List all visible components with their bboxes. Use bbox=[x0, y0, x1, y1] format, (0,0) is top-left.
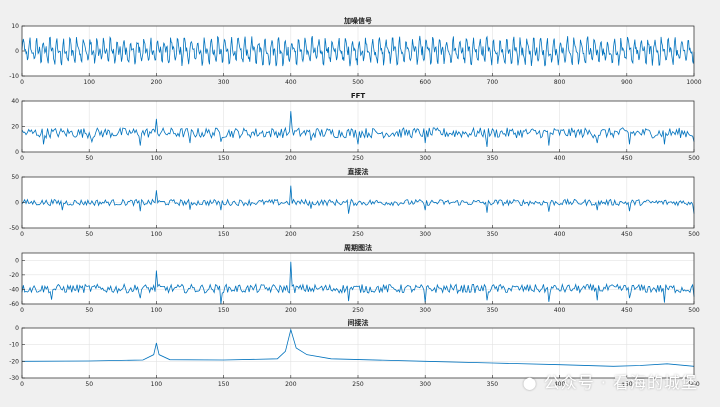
x-tick-label: 400 bbox=[285, 79, 297, 86]
series-line bbox=[21, 185, 695, 214]
x-tick-label: 900 bbox=[621, 79, 633, 86]
x-tick-label: 400 bbox=[554, 381, 566, 388]
x-tick-label: 350 bbox=[487, 307, 499, 314]
x-tick-label: 150 bbox=[218, 307, 230, 314]
subplot-1: 0 100 200 300 400 500 600 700 800 900 1000-10010加噪… bbox=[9, 16, 702, 86]
x-tick-label: 500 bbox=[688, 307, 700, 314]
x-tick-label: 300 bbox=[218, 79, 230, 86]
x-tick-label: 200 bbox=[285, 231, 297, 238]
y-tick-label: -20 bbox=[9, 272, 19, 279]
series-line bbox=[21, 35, 695, 67]
y-tick-label: 0 bbox=[15, 48, 19, 55]
series-line bbox=[21, 328, 695, 367]
y-tick-label: 50 bbox=[11, 174, 19, 181]
subplot-4: 0 50 100 150 200 250 300 350 400 450 500 -60 -40 -20 0… bbox=[9, 243, 700, 314]
x-tick-label: 300 bbox=[419, 155, 431, 162]
series-line bbox=[21, 261, 695, 305]
x-tick-label: 0 bbox=[20, 307, 24, 314]
x-tick-label: 0 bbox=[20, 231, 24, 238]
y-tick-label: 0 bbox=[15, 149, 19, 156]
y-tick-label: 0 bbox=[15, 200, 19, 207]
y-tick-label: -10 bbox=[9, 342, 19, 349]
x-tick-label: 0 bbox=[20, 155, 24, 162]
x-tick-label: 500 bbox=[688, 231, 700, 238]
x-tick-label: 700 bbox=[487, 79, 499, 86]
x-tick-label: 50 bbox=[85, 381, 93, 388]
x-tick-label: 400 bbox=[554, 307, 566, 314]
x-tick-label: 100 bbox=[151, 307, 163, 314]
y-tick-label: -30 bbox=[9, 375, 19, 382]
x-tick-label: 350 bbox=[487, 155, 499, 162]
x-tick-label: 150 bbox=[218, 231, 230, 238]
x-tick-label: 450 bbox=[621, 381, 633, 388]
x-tick-label: 250 bbox=[352, 155, 364, 162]
x-tick-label: 500 bbox=[352, 79, 364, 86]
x-tick-label: 400 bbox=[554, 231, 566, 238]
x-tick-label: 400 bbox=[554, 155, 566, 162]
subplot-title: 加噪信号 bbox=[343, 16, 372, 25]
x-tick-label: 150 bbox=[218, 155, 230, 162]
y-tick-label: -20 bbox=[9, 358, 19, 365]
subplot-5: 0 50 100 150 200 250 300 350 400 450 500 -30 -20 -10 0… bbox=[9, 318, 700, 388]
x-tick-label: 0 bbox=[20, 381, 24, 388]
x-tick-label: 450 bbox=[621, 155, 633, 162]
x-tick-label: 100 bbox=[151, 155, 163, 162]
y-tick-label: -40 bbox=[9, 286, 19, 293]
subplot-2: 0 50 100 150 200 250 300 350 400 450 500 0 20 40 FFT bbox=[11, 92, 700, 162]
x-tick-label: 200 bbox=[285, 155, 297, 162]
y-tick-label: -60 bbox=[9, 301, 19, 308]
x-tick-label: 100 bbox=[83, 79, 95, 86]
y-tick-label: 40 bbox=[11, 98, 19, 105]
y-tick-label: 20 bbox=[11, 124, 19, 131]
x-tick-label: 100 bbox=[151, 381, 163, 388]
x-tick-label: 450 bbox=[621, 307, 633, 314]
subplot-title: FFT bbox=[351, 92, 366, 100]
y-tick-label: -50 bbox=[9, 225, 19, 232]
subplot-title: 直接法 bbox=[348, 167, 369, 176]
x-tick-label: 200 bbox=[285, 381, 297, 388]
series-line bbox=[21, 111, 695, 147]
x-tick-label: 150 bbox=[218, 381, 230, 388]
x-tick-label: 450 bbox=[621, 231, 633, 238]
x-tick-label: 300 bbox=[419, 231, 431, 238]
y-tick-label: 10 bbox=[11, 23, 19, 30]
y-tick-label: 0 bbox=[15, 257, 19, 264]
x-tick-label: 200 bbox=[285, 307, 297, 314]
x-tick-label: 500 bbox=[688, 381, 700, 388]
x-tick-label: 50 bbox=[85, 307, 93, 314]
x-tick-label: 250 bbox=[352, 231, 364, 238]
x-tick-label: 500 bbox=[688, 155, 700, 162]
x-tick-label: 200 bbox=[151, 79, 163, 86]
x-tick-label: 100 bbox=[151, 231, 163, 238]
x-tick-label: 300 bbox=[419, 381, 431, 388]
x-tick-label: 50 bbox=[85, 155, 93, 162]
wechat-icon: ● bbox=[522, 373, 538, 392]
x-tick-label: 800 bbox=[554, 79, 566, 86]
x-tick-label: 350 bbox=[487, 231, 499, 238]
x-tick-label: 350 bbox=[487, 381, 499, 388]
x-tick-label: 1000 bbox=[686, 79, 701, 86]
x-tick-label: 250 bbox=[352, 307, 364, 314]
y-tick-label: 0 bbox=[15, 325, 19, 332]
watermark-text: 公众号 · 看海的城堡 bbox=[543, 373, 698, 392]
x-tick-label: 0 bbox=[20, 79, 24, 86]
x-tick-label: 600 bbox=[419, 79, 431, 86]
subplot-title: 间接法 bbox=[348, 318, 369, 327]
y-tick-label: -10 bbox=[9, 73, 19, 80]
subplot-title: 周期图法 bbox=[344, 243, 372, 252]
watermark: ● 公众号 · 看海的城堡 bbox=[523, 369, 698, 393]
x-tick-label: 300 bbox=[419, 307, 431, 314]
x-tick-label: 50 bbox=[85, 231, 93, 238]
x-tick-label: 250 bbox=[352, 381, 364, 388]
